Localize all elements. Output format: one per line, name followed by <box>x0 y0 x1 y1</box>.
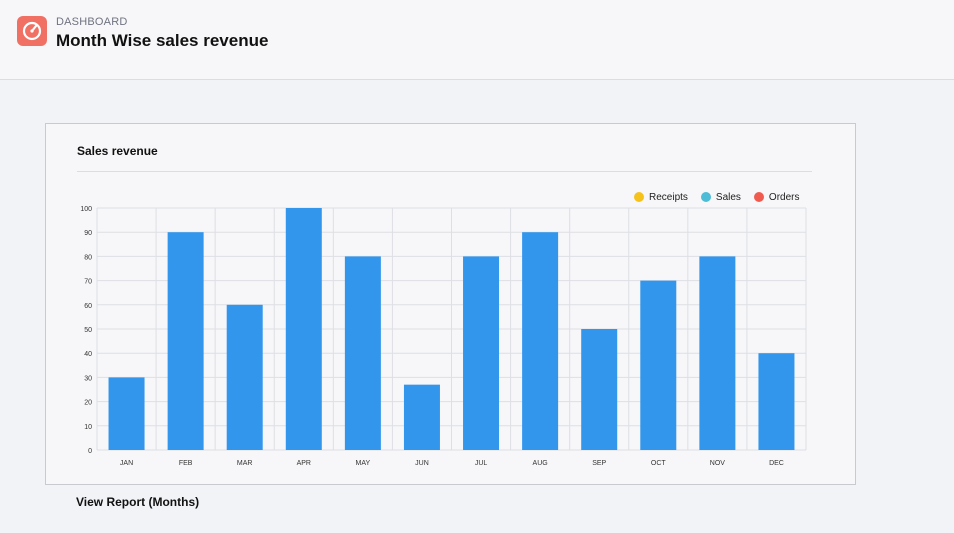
x-tick-label: MAR <box>237 460 253 467</box>
chart-legend: Receipts Sales Orders <box>634 190 812 204</box>
y-tick-label: 100 <box>80 206 92 213</box>
y-tick-label: 50 <box>84 327 92 334</box>
legend-item-orders[interactable]: Orders <box>753 191 800 203</box>
top-header: DASHBOARD Month Wise sales revenue <box>0 0 954 80</box>
y-tick-label: 40 <box>84 351 92 358</box>
bar-nov <box>699 256 736 450</box>
bar-sep <box>581 329 618 450</box>
bar-mar <box>226 304 263 450</box>
chart-card: Sales revenue Receipts Sales Orders 0 10 2… <box>45 123 856 485</box>
legend-item-receipts[interactable]: Receipts <box>634 192 688 203</box>
y-tick-label: 30 <box>84 375 92 382</box>
legend-dot-sales <box>700 192 711 202</box>
legend-label-sales: Sales <box>715 191 741 203</box>
bar-may <box>344 256 381 450</box>
speedometer-icon[interactable] <box>17 16 47 46</box>
x-tick-label: APR <box>297 460 311 467</box>
bar-aug <box>522 232 559 450</box>
legend-label-receipts: Receipts <box>649 191 688 203</box>
x-tick-label: JUN <box>415 460 429 467</box>
card-divider <box>77 171 812 172</box>
bar-feb <box>167 232 204 450</box>
y-tick-label: 70 <box>84 279 92 286</box>
page-title: Month Wise sales revenue <box>56 31 269 50</box>
bar-jun <box>403 384 440 450</box>
y-tick-label: 60 <box>84 303 92 310</box>
x-tick-label: AUG <box>533 460 548 467</box>
bar-dec <box>758 353 795 450</box>
bar-oct <box>640 280 677 450</box>
bar-jan <box>108 377 145 450</box>
y-tick-label: 90 <box>84 230 92 237</box>
x-tick-label: JUL <box>475 460 488 467</box>
legend-dot-orders <box>753 192 764 202</box>
breadcrumb[interactable]: DASHBOARD <box>56 16 128 28</box>
y-tick-label: 20 <box>84 400 92 407</box>
card-title: Sales revenue <box>77 144 158 158</box>
legend-label-orders: Orders <box>768 191 800 203</box>
bar-jul <box>463 256 500 450</box>
bar-chart: 0 10 20 30 40 50 60 70 80 90 100 JAN FEB MAR APR MAY JUN… <box>80 206 807 467</box>
view-report-link[interactable]: View Report (Months) <box>76 495 200 509</box>
x-tick-label: SEP <box>592 460 606 467</box>
legend-item-sales[interactable]: Sales <box>700 191 741 203</box>
x-tick-label: FEB <box>179 460 193 467</box>
x-tick-label: DEC <box>769 460 784 467</box>
x-tick-label: NOV <box>710 460 726 467</box>
x-tick-label: JAN <box>120 460 133 467</box>
x-tick-label: MAY <box>356 460 371 467</box>
y-tick-label: 10 <box>84 424 92 431</box>
x-tick-label: OCT <box>651 460 667 467</box>
bar-apr <box>285 208 322 450</box>
y-tick-label: 80 <box>84 254 92 261</box>
y-tick-label: 0 <box>88 448 92 455</box>
legend-dot-receipts <box>634 192 644 202</box>
